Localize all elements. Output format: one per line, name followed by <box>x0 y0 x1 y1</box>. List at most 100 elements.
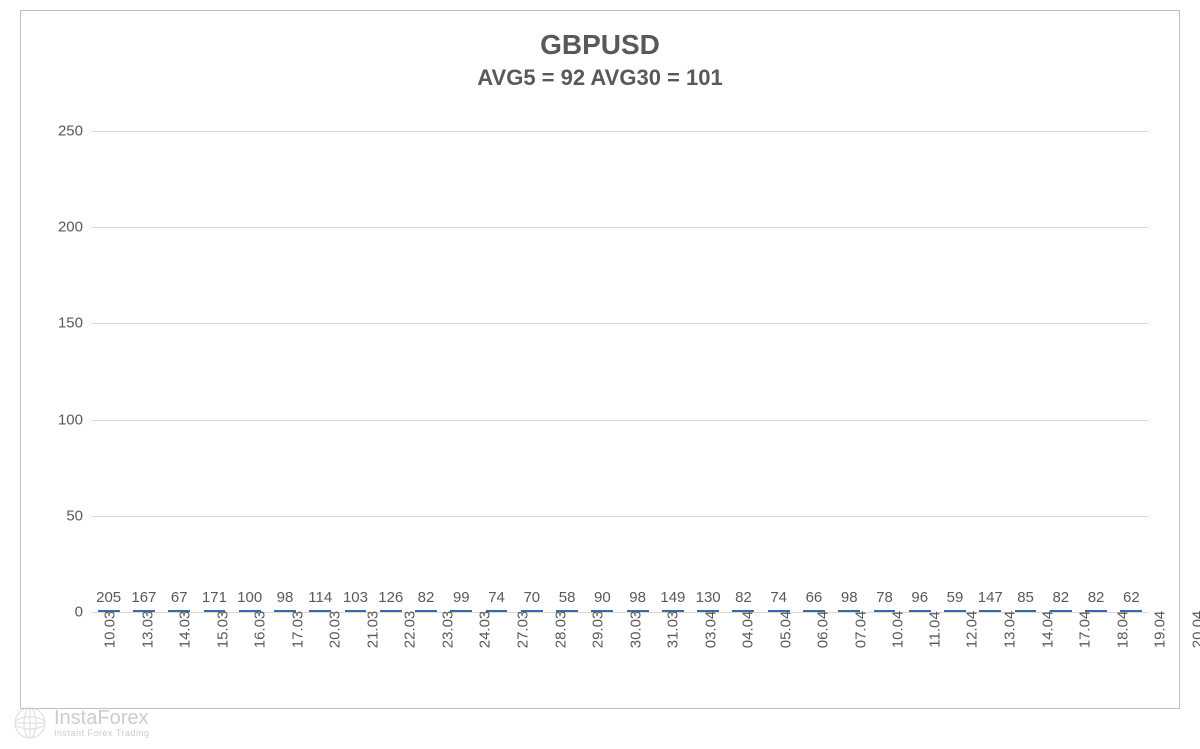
y-axis-label: 200 <box>58 219 83 236</box>
bar-value-label: 70 <box>523 589 540 606</box>
bar-value-label: 59 <box>947 589 964 606</box>
x-axis-label: 03.04 <box>702 611 719 649</box>
bar-slot: 114 <box>303 589 338 612</box>
watermark-brand: InstaForex <box>54 707 150 729</box>
x-axis-label: 30.03 <box>627 611 644 649</box>
x-label-slot: 22.03 <box>391 613 429 693</box>
x-axis-label: 18.04 <box>1114 611 1131 649</box>
x-label-slot: 18.04 <box>1104 613 1142 693</box>
x-label-slot: 30.03 <box>617 613 655 693</box>
y-axis-label: 250 <box>58 123 83 140</box>
x-axis-label: 16.03 <box>251 611 268 649</box>
bar-slot: 66 <box>796 589 831 612</box>
bar-slot: 98 <box>620 589 655 612</box>
x-label-slot: 12.04 <box>953 613 991 693</box>
x-axis-label: 17.03 <box>289 611 306 649</box>
bar-slot: 130 <box>691 589 726 612</box>
y-axis-label: 100 <box>58 411 83 428</box>
bar-value-label: 90 <box>594 589 611 606</box>
x-label-slot: 16.03 <box>241 613 279 693</box>
x-label-slot: 13.03 <box>129 613 167 693</box>
x-label-slot: 28.03 <box>542 613 580 693</box>
x-label-slot: 21.03 <box>354 613 392 693</box>
bar-slot: 100 <box>232 589 267 612</box>
bar-slot: 99 <box>444 589 479 612</box>
x-axis-label: 29.03 <box>589 611 606 649</box>
x-label-slot: 31.03 <box>654 613 692 693</box>
bar-value-label: 82 <box>1052 589 1069 606</box>
x-label-slot: 10.04 <box>879 613 917 693</box>
x-axis-label: 24.03 <box>477 611 494 649</box>
x-axis-label: 19.04 <box>1151 611 1168 649</box>
bar-value-label: 66 <box>806 589 823 606</box>
x-axis-label: 22.03 <box>402 611 419 649</box>
bar-slot: 74 <box>479 589 514 612</box>
x-axis-label: 20.04 <box>1189 611 1200 649</box>
bar <box>345 610 367 612</box>
x-label-slot: 03.04 <box>692 613 730 693</box>
x-label-slot: 14.03 <box>166 613 204 693</box>
x-axis-label: 12.04 <box>964 611 981 649</box>
y-axis-label: 150 <box>58 315 83 332</box>
bar-slot: 98 <box>267 589 302 612</box>
bars-group: 2051676717110098114103126829974705890981… <box>91 131 1149 612</box>
chart-container: GBPUSD AVG5 = 92 AVG30 = 101 05010015020… <box>20 10 1180 709</box>
y-axis-label: 50 <box>66 507 83 524</box>
x-axis-label: 21.03 <box>364 611 381 649</box>
x-label-slot: 11.04 <box>917 613 953 693</box>
bar <box>979 610 1001 612</box>
x-label-slot: 27.03 <box>504 613 542 693</box>
x-label-slot: 10.03 <box>91 613 129 693</box>
bar-value-label: 96 <box>911 589 928 606</box>
x-axis-label: 04.04 <box>740 611 757 649</box>
x-label-slot: 06.04 <box>804 613 842 693</box>
bar-value-label: 78 <box>876 589 893 606</box>
y-axis-label: 0 <box>75 604 83 621</box>
x-axis-label: 15.03 <box>214 611 231 649</box>
bar-slot: 82 <box>1043 589 1078 612</box>
bar-value-label: 114 <box>308 589 332 606</box>
bar-value-label: 149 <box>660 589 685 606</box>
x-label-slot: 13.04 <box>991 613 1029 693</box>
x-label-slot: 24.03 <box>466 613 504 693</box>
watermark-text: InstaForex Instant Forex Trading <box>54 707 150 739</box>
x-axis-label: 13.04 <box>1001 611 1018 649</box>
bar-value-label: 82 <box>418 589 435 606</box>
x-label-slot: 04.04 <box>729 613 767 693</box>
bar-value-label: 167 <box>131 589 156 606</box>
bar-slot: 205 <box>91 589 126 612</box>
x-axis-label: 14.03 <box>176 611 193 649</box>
watermark: InstaForex Instant Forex Trading <box>12 705 150 741</box>
x-axis-label: 05.04 <box>777 611 794 649</box>
bar-value-label: 74 <box>488 589 505 606</box>
x-axis-label: 10.04 <box>890 611 907 649</box>
x-axis-label: 10.03 <box>101 611 118 649</box>
x-axis-label: 27.03 <box>514 611 531 649</box>
bar-value-label: 98 <box>629 589 646 606</box>
bar <box>415 610 437 612</box>
x-label-slot: 20.04 <box>1179 613 1200 693</box>
x-axis-label: 14.04 <box>1039 611 1056 649</box>
bar-value-label: 99 <box>453 589 470 606</box>
bar-slot: 171 <box>197 589 232 612</box>
bar-value-label: 100 <box>237 589 262 606</box>
bar-value-label: 58 <box>559 589 576 606</box>
bar-value-label: 62 <box>1123 589 1140 606</box>
x-label-slot: 17.03 <box>279 613 317 693</box>
chart-subtitle: AVG5 = 92 AVG30 = 101 <box>21 61 1179 101</box>
x-label-slot: 20.03 <box>316 613 354 693</box>
bar-slot: 90 <box>585 589 620 612</box>
x-axis-label: 06.04 <box>815 611 832 649</box>
x-axis-label: 23.03 <box>439 611 456 649</box>
bar-value-label: 85 <box>1017 589 1034 606</box>
x-label-slot: 23.03 <box>429 613 467 693</box>
x-label-slot: 19.04 <box>1141 613 1179 693</box>
bar-value-label: 74 <box>770 589 787 606</box>
bar-slot: 78 <box>867 589 902 612</box>
bar-value-label: 205 <box>96 589 121 606</box>
bar-slot: 147 <box>973 589 1008 612</box>
x-axis-label: 28.03 <box>552 611 569 649</box>
bar-slot: 70 <box>514 589 549 612</box>
x-label-slot: 07.04 <box>842 613 880 693</box>
bar-slot: 126 <box>373 589 408 612</box>
